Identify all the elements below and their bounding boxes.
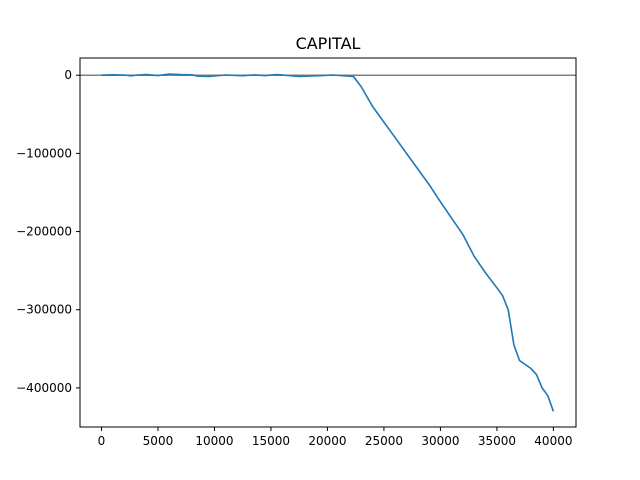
x-tick-label: 25000 (365, 434, 403, 448)
x-tick-label: 40000 (534, 434, 572, 448)
plot-area (80, 73, 576, 412)
axes: 0 5000 10000 15000 20000 25000 30000 35000 40000… (16, 57, 577, 448)
y-tick-label: −300000 (16, 303, 72, 317)
y-tick-label: −100000 (16, 146, 72, 160)
chart-title: CAPITAL (296, 34, 361, 53)
axes-frame (79, 57, 577, 428)
x-tick-label: 30000 (421, 434, 459, 448)
x-tick-label: 35000 (478, 434, 516, 448)
y-tick-label: −200000 (16, 225, 72, 239)
x-tick-label: 20000 (308, 434, 346, 448)
series-line-capital (101, 73, 555, 412)
x-tick-label: 0 (98, 434, 106, 448)
x-tick-label: 5000 (143, 434, 174, 448)
y-tick-label: 0 (64, 68, 72, 82)
x-tick-label: 10000 (195, 434, 233, 448)
y-tick-label: −400000 (16, 381, 72, 395)
x-tick-label: 15000 (252, 434, 290, 448)
